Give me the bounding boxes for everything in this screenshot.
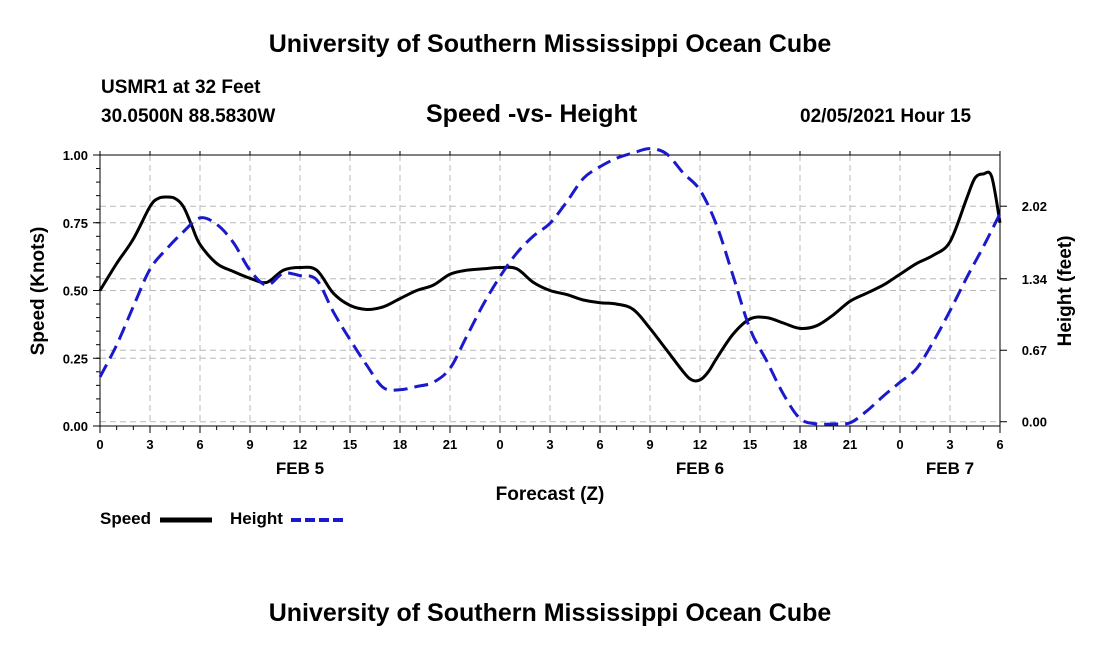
date-label: FEB 7: [926, 459, 974, 478]
y-tick-label: 0.50: [63, 284, 88, 299]
x-tick-label: 0: [96, 437, 103, 452]
x-tick-label: 12: [293, 437, 307, 452]
y-tick-label: 1.00: [63, 148, 88, 163]
x-tick-label: 0: [496, 437, 503, 452]
x-tick-label: 0: [896, 437, 903, 452]
x-tick-label: 18: [793, 437, 807, 452]
y-tick-label: 0.00: [63, 419, 88, 434]
x-tick-label: 12: [693, 437, 707, 452]
data-series: [98, 147, 1002, 426]
x-tick-label: 9: [246, 437, 253, 452]
date-label: FEB 6: [676, 459, 724, 478]
coordinates-label: 30.0500N 88.5830W: [101, 106, 276, 127]
legend: Speed Height: [100, 509, 343, 528]
station-label: USMR1 at 32 Feet: [101, 77, 261, 98]
legend-label-height: Height: [230, 509, 283, 528]
x-tick-label: 9: [646, 437, 653, 452]
x-tick-label: 21: [843, 437, 857, 452]
x-tick-label: 18: [393, 437, 407, 452]
y2-tick-label: 0.00: [1022, 415, 1047, 430]
x-tick-label: 15: [343, 437, 357, 452]
y-tick-label: 0.75: [63, 216, 88, 231]
y-axis-title: Speed (Knots): [28, 227, 49, 356]
y2-tick-label: 1.34: [1022, 272, 1048, 287]
x-tick-label: 6: [196, 437, 203, 452]
x-axis-title: Forecast (Z): [496, 484, 605, 505]
series-line-speed: [98, 170, 1002, 383]
series-line-height: [98, 147, 1002, 426]
forecast-datetime: 02/05/2021 Hour 15: [800, 106, 972, 127]
y2-tick-label: 0.67: [1022, 343, 1047, 358]
chart-title: Speed -vs- Height: [426, 100, 638, 128]
x-tick-label: 6: [596, 437, 603, 452]
axes: 0 3 6 9 12 15 18 21 0 3 6 9 12 15 18 21 0 3 6 0.00 0.25 0.50 0…: [63, 148, 1048, 478]
x-tick-label: 3: [546, 437, 553, 452]
x-tick-label: 3: [146, 437, 153, 452]
legend-label-speed: Speed: [100, 509, 151, 528]
y2-axis-title: Height (feet): [1055, 236, 1076, 347]
page-title: University of Southern Mississippi Ocean…: [268, 30, 832, 58]
x-tick-label: 3: [946, 437, 953, 452]
date-label: FEB 5: [276, 459, 324, 478]
y2-tick-label: 2.02: [1022, 199, 1047, 214]
x-tick-label: 21: [443, 437, 457, 452]
footer-title: University of Southern Mississippi Ocean…: [268, 599, 832, 627]
y-tick-label: 0.25: [63, 351, 88, 366]
x-tick-label: 15: [743, 437, 757, 452]
x-tick-label: 6: [996, 437, 1003, 452]
